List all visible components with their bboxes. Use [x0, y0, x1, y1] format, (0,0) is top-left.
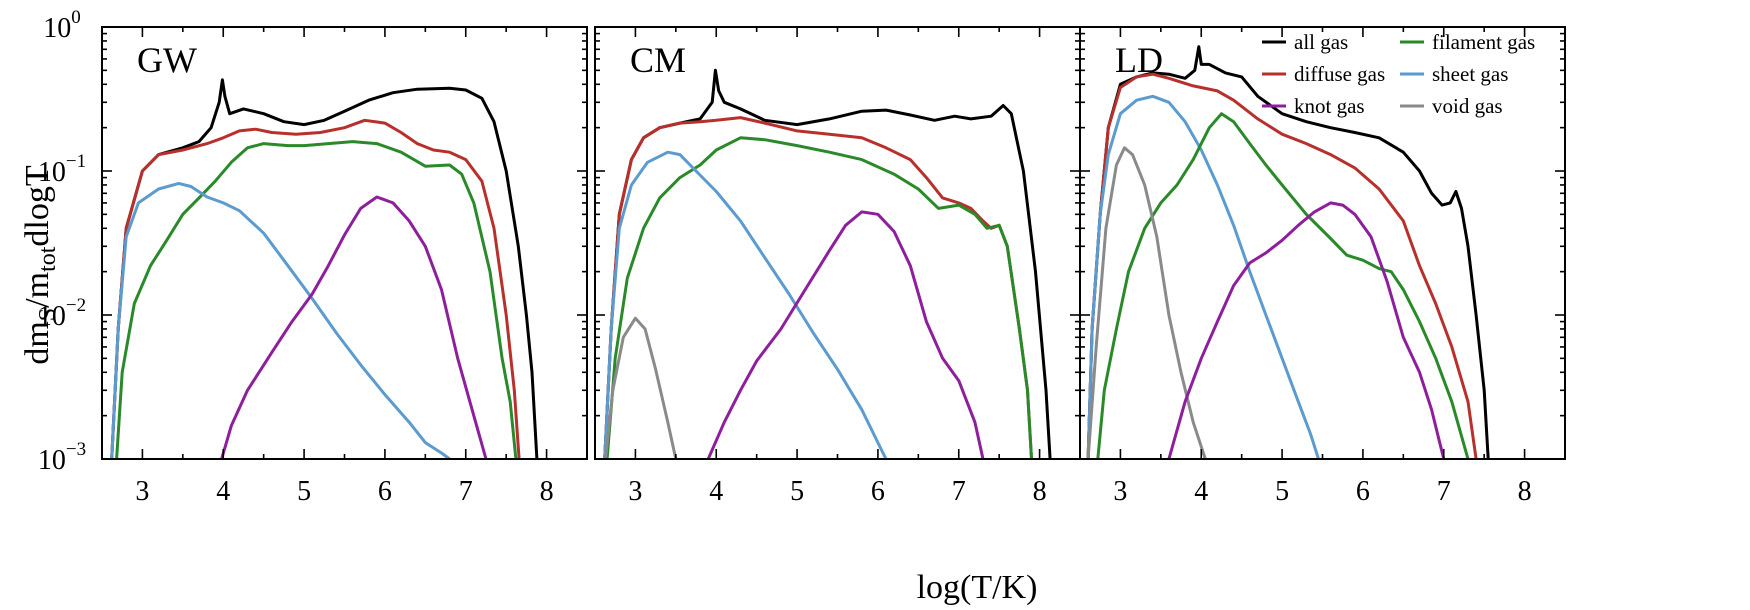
legend-label-void-gas: void gas	[1432, 94, 1503, 118]
line-ld-knot-gas	[1167, 201, 1446, 459]
line-cm-all-gas	[603, 68, 1052, 459]
x-tick-label: 7	[459, 476, 473, 507]
x-tick-label: 4	[216, 476, 230, 507]
line-cm-void-gas	[604, 316, 678, 459]
line-gw-diffuse-gas	[110, 118, 521, 459]
line-cm-sheet-gas	[603, 150, 888, 459]
x-tick-label: 4	[1194, 476, 1208, 507]
x-tick-label: 6	[1356, 476, 1370, 507]
line-gw-sheet-gas	[110, 181, 452, 459]
y-label-subscript: S	[35, 308, 61, 321]
y-label-subscript: tot	[35, 246, 61, 272]
x-tick-label: 5	[790, 476, 804, 507]
x-tick-label: 3	[1113, 476, 1127, 507]
x-axis-label: log(T/K)	[917, 569, 1038, 606]
panel-frame	[1079, 26, 1566, 460]
line-ld-diffuse-gas	[1086, 72, 1478, 459]
series-group	[1086, 45, 1490, 459]
legend: all gas filament gas diffuse gas sheet gas k…	[1262, 30, 1535, 118]
series-group	[603, 68, 1052, 459]
series-group	[110, 78, 539, 459]
y-axis-label: dmS/mtotdlogT	[19, 165, 61, 365]
line-gw-knot-gas	[220, 195, 488, 459]
y-tick-label: 10−3	[38, 439, 86, 476]
panel-label-ld: LD	[1115, 40, 1163, 80]
x-tick-label: 8	[1518, 476, 1532, 507]
panel-label-cm: CM	[630, 40, 686, 80]
legend-label-all-gas: all gas	[1294, 30, 1348, 54]
y-tick-label: 10−2	[38, 295, 86, 332]
line-gw-filament-gas	[115, 140, 518, 459]
line-gw-all-gas	[110, 78, 539, 459]
panel-label-gw: GW	[137, 40, 197, 80]
line-ld-void-gas	[1086, 146, 1207, 459]
x-tick-label: 4	[709, 476, 723, 507]
x-tick-label: 8	[1033, 476, 1047, 507]
y-tick-label: 100	[43, 7, 81, 44]
legend-label-sheet-gas: sheet gas	[1432, 62, 1508, 86]
y-tick-label: 10−1	[38, 151, 86, 188]
x-tick-label: 3	[135, 476, 149, 507]
x-tick-label: 5	[297, 476, 311, 507]
x-tick-label: 8	[540, 476, 554, 507]
y-label-part: /m	[19, 272, 56, 308]
x-tick-label: 5	[1275, 476, 1289, 507]
legend-label-knot-gas: knot gas	[1294, 94, 1365, 118]
line-cm-diffuse-gas	[603, 116, 1033, 459]
panel-gw: 3 4 5 6 7 8 100 10−1 10−2 10−3 GW	[38, 7, 588, 507]
legend-label-filament-gas: filament gas	[1432, 30, 1535, 54]
legend-label-diffuse-gas: diffuse gas	[1294, 62, 1385, 86]
line-cm-knot-gas	[706, 210, 985, 459]
y-label-part: dm	[19, 321, 56, 364]
panel-cm: 3 4 5 6 7 8 CM	[594, 26, 1081, 507]
x-tick-label: 3	[628, 476, 642, 507]
line-ld-sheet-gas	[1086, 94, 1320, 459]
x-tick-label: 6	[871, 476, 885, 507]
x-tick-label: 7	[952, 476, 966, 507]
line-cm-filament-gas	[605, 136, 1033, 459]
y-label-part: dlogT	[19, 165, 56, 246]
line-ld-filament-gas	[1096, 112, 1470, 459]
x-tick-label: 6	[378, 476, 392, 507]
x-tick-label: 7	[1437, 476, 1451, 507]
